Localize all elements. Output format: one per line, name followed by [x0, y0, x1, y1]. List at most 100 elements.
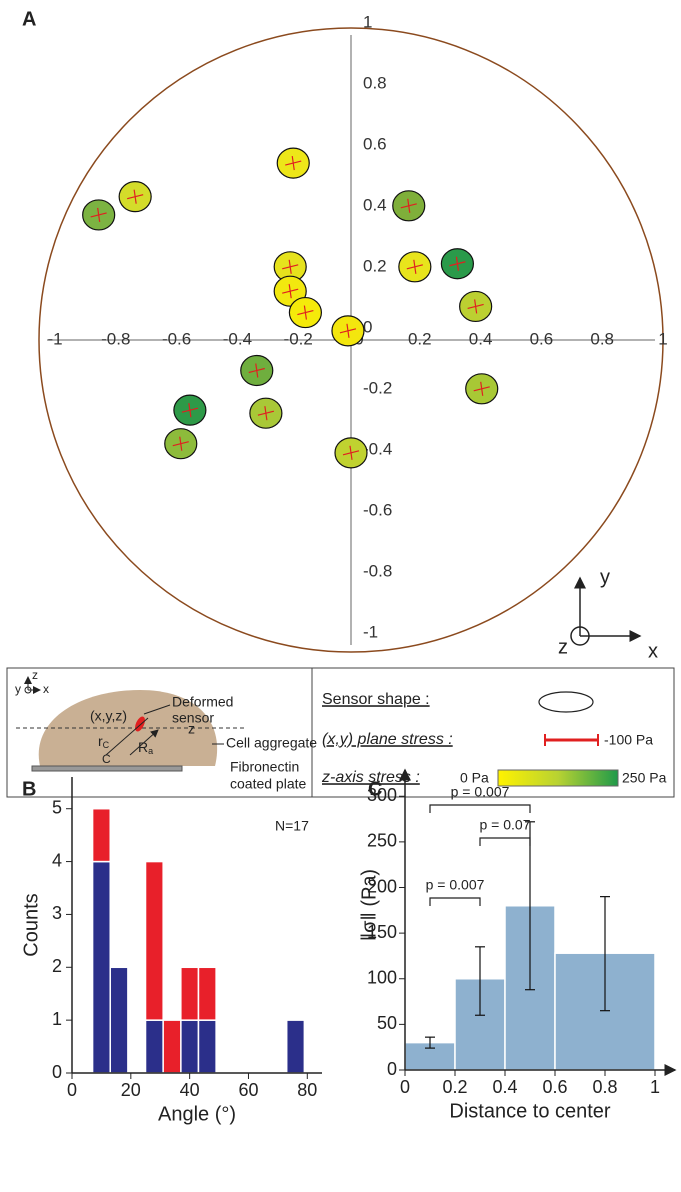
- x-tick-label: 0: [67, 1080, 77, 1100]
- y-tick-label: -0.4: [363, 439, 392, 458]
- legend-plane-stress-value: -100 Pa: [604, 732, 653, 748]
- stress-mark: [407, 198, 411, 213]
- panel-label: A: [22, 8, 36, 30]
- x-tick-label: -0.8: [101, 329, 130, 348]
- error-bar: [600, 896, 610, 1012]
- x-tick-label: -0.6: [162, 329, 191, 348]
- bar: [109, 966, 129, 1074]
- x-tick-label: 0.2: [442, 1077, 467, 1097]
- stress-mark: [480, 381, 484, 396]
- stress-mark: [97, 207, 101, 223]
- x-tick-label: 20: [121, 1080, 141, 1100]
- y-axis-label: Counts: [20, 893, 42, 956]
- x-tick-label: -1: [47, 329, 62, 348]
- schematic-sensor: sensor: [172, 710, 214, 726]
- legend-z-stress: z-axis stress :: [321, 769, 420, 786]
- legend-box: [6, 667, 675, 798]
- bar: [91, 860, 111, 1074]
- y-tick-label: -0.6: [363, 500, 392, 519]
- y-tick-label: -0.8: [363, 561, 392, 580]
- x-tick-label: 80: [297, 1080, 317, 1100]
- panel-label: C: [368, 778, 382, 800]
- schematic-axis-y: y: [15, 682, 21, 696]
- bar: [162, 1019, 182, 1074]
- y-tick-label: 50: [377, 1013, 397, 1033]
- stress-mark: [455, 256, 459, 271]
- bar: [197, 966, 217, 1021]
- error-bar: [525, 821, 535, 991]
- stress-mark: [474, 299, 478, 314]
- stress-mark: [291, 156, 295, 171]
- stress-mark: [288, 284, 292, 299]
- bar: [180, 1019, 200, 1074]
- schematic-axis-x: x: [43, 682, 49, 696]
- schematic-z: z: [188, 721, 195, 737]
- y-tick-label: 0: [387, 1059, 397, 1079]
- bar: [91, 807, 111, 863]
- y-tick-label: 0.2: [363, 256, 387, 275]
- bar: [144, 1019, 164, 1074]
- stress-mark: [288, 259, 292, 274]
- y-tick-label: 250: [367, 831, 397, 851]
- x-tick-label: 0.6: [542, 1077, 567, 1097]
- y-tick-label: -1: [363, 622, 378, 641]
- panel-label: B: [22, 778, 36, 800]
- schematic-aggregate: Cell aggregate: [226, 735, 317, 751]
- schematic-r: rC: [98, 733, 110, 751]
- x-tick-label: -0.2: [284, 329, 313, 348]
- x-axis-label: Angle (°): [158, 1103, 236, 1125]
- y-tick-label: 2: [52, 956, 62, 976]
- stress-mark: [346, 323, 350, 338]
- y-tick-label: 300: [367, 785, 397, 805]
- significance-bracket: [429, 897, 481, 906]
- stress-mark: [264, 406, 268, 421]
- schematic-position: (x,y,z): [90, 708, 127, 724]
- y-tick-label: 200: [367, 876, 397, 896]
- x-tick-label: 0: [400, 1077, 410, 1097]
- x-tick-label: -0.4: [223, 329, 252, 348]
- x-tick-label: 0.8: [592, 1077, 617, 1097]
- y-tick-label: 1: [363, 12, 372, 31]
- orientation-y: y: [600, 566, 610, 588]
- schematic-axis-z: z: [32, 668, 38, 682]
- bar: [197, 1019, 217, 1074]
- significance-bracket: [479, 837, 531, 846]
- stress-mark: [133, 189, 137, 204]
- legend-z-min: 0 Pa: [460, 770, 489, 786]
- orientation-glyph: [570, 576, 642, 646]
- significance-bracket: [429, 804, 531, 813]
- orientation-x: x: [648, 640, 658, 662]
- y-tick-label: 150: [367, 922, 397, 942]
- orientation-z: z: [558, 636, 568, 658]
- bar: [144, 860, 164, 1021]
- y-tick-label: -0.2: [363, 378, 392, 397]
- y-axis-label: ‖σ‖ (Pa): [358, 869, 380, 941]
- y-tick-label: 4: [52, 850, 62, 870]
- schematic-deformed: Deformed: [172, 694, 233, 710]
- x-tick-label: 40: [180, 1080, 200, 1100]
- annotation: N=17: [275, 818, 309, 834]
- x-tick-label: 1: [658, 329, 667, 348]
- legend-z-max: 250 Pa: [622, 770, 667, 786]
- y-tick-label: 1: [52, 1009, 62, 1029]
- x-tick-label: 60: [238, 1080, 258, 1100]
- schematic-fibronectin: Fibronectin: [230, 759, 299, 775]
- x-tick-label: 0.2: [408, 329, 432, 348]
- p-value: p = 0.007: [451, 784, 510, 800]
- stress-mark: [303, 305, 307, 320]
- y-tick-label: 5: [52, 797, 62, 817]
- error-bar: [475, 946, 485, 1016]
- y-tick-label: 0.6: [363, 134, 387, 153]
- error-bar: [425, 1036, 435, 1049]
- y-tick-label: 0: [363, 317, 372, 336]
- x-axis-label: Distance to center: [449, 1100, 611, 1122]
- bar: [285, 1019, 306, 1074]
- p-value: p = 0.07: [480, 817, 531, 833]
- y-tick-label: 0.4: [363, 195, 387, 214]
- x-tick-label: 0.6: [530, 329, 554, 348]
- y-tick-label: 0.8: [363, 73, 387, 92]
- stress-mark: [413, 259, 417, 274]
- legend-sensor-shape: Sensor shape :: [322, 691, 430, 708]
- x-tick-label: 1: [650, 1077, 660, 1097]
- x-tick-label: 0.8: [590, 329, 614, 348]
